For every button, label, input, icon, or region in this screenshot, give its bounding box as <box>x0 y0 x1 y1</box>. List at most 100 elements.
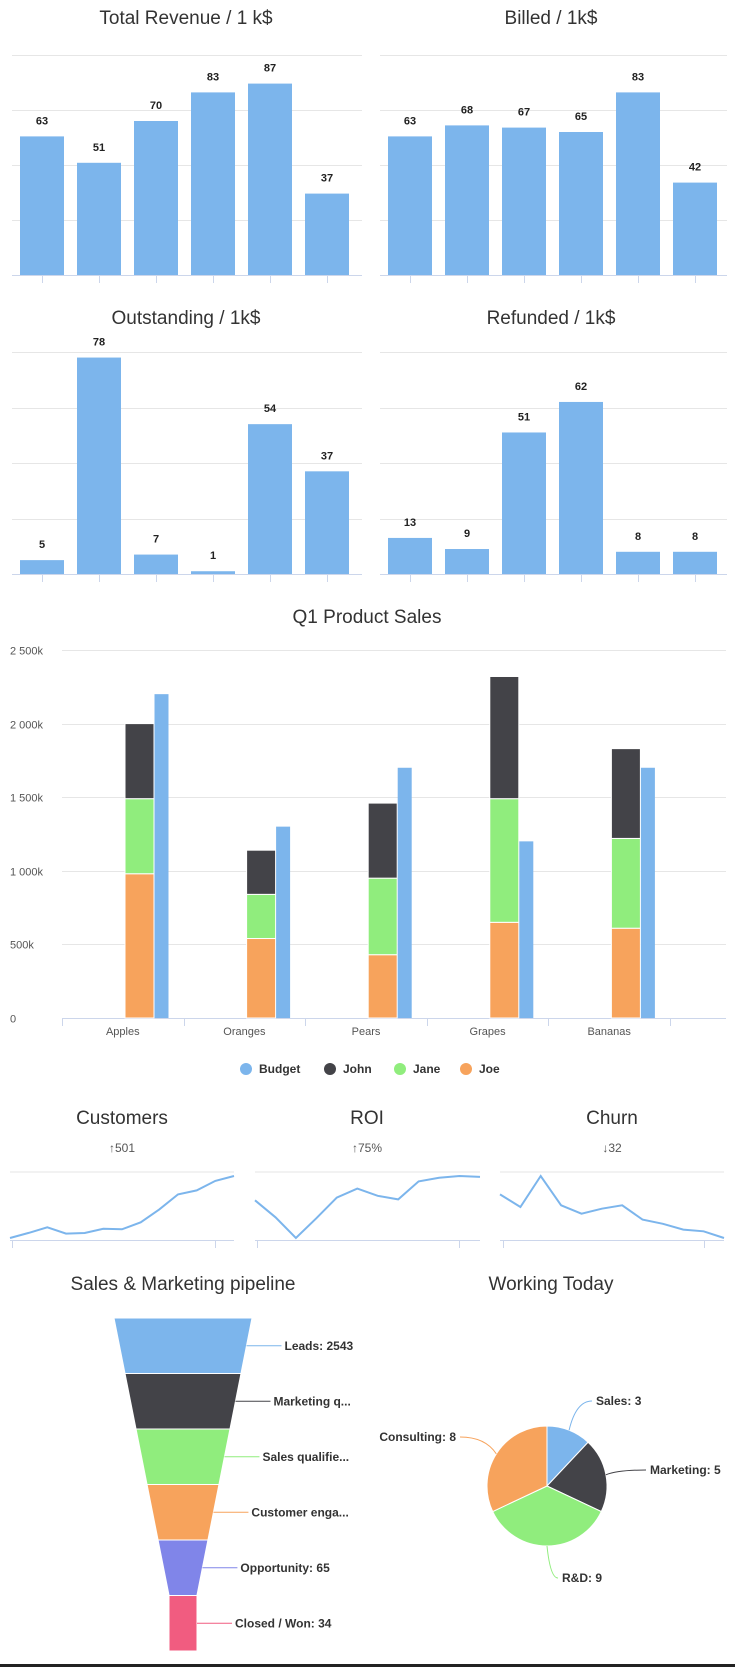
q1-sales-chart: 0 500k 1 000k 1 500k 2 000k 2 500k Apples Orang… <box>10 646 726 1076</box>
total-revenue-bar <box>77 162 121 275</box>
legend-label-john: John <box>343 1062 372 1076</box>
q1-bar-budget <box>519 841 534 1018</box>
churn-chart <box>499 1171 725 1248</box>
q1-y-tick-label: 2 000k <box>10 720 44 732</box>
billed-bar <box>559 132 603 275</box>
legend-label-jane: Jane <box>413 1062 441 1076</box>
outstanding-data-label: 5 <box>39 539 45 551</box>
total-revenue-data-label: 70 <box>150 100 162 112</box>
q1-bar-joe <box>246 938 277 1019</box>
total-revenue-data-label: 63 <box>36 115 48 127</box>
refunded-data-label: 51 <box>518 411 530 423</box>
working-today-title: Working Today <box>489 1274 614 1295</box>
bottom-border <box>0 1664 735 1667</box>
outstanding-bar <box>20 560 64 574</box>
refunded-data-label: 62 <box>575 381 587 393</box>
refunded-bar <box>445 549 489 574</box>
pie-label: R&D: 9 <box>562 1571 602 1585</box>
refunded-data-label: 8 <box>692 531 698 543</box>
q1-bar-budget <box>640 767 655 1018</box>
pie-label: Consulting: 8 <box>379 1430 456 1444</box>
total-revenue-bar <box>305 193 349 275</box>
total-revenue-data-label: 83 <box>207 71 219 83</box>
total-revenue-bar <box>134 121 178 275</box>
q1-bar-joe <box>489 921 520 1019</box>
funnel-segment <box>146 1484 220 1541</box>
billed-data-label: 65 <box>575 111 587 123</box>
q1-category-label: Apples <box>106 1026 140 1038</box>
q1-y-tick-label: 500k <box>10 940 34 952</box>
billed-bar <box>388 136 432 275</box>
customers-chart <box>9 1171 235 1248</box>
q1-bar-budget <box>397 767 412 1018</box>
legend-marker-jane <box>394 1063 406 1075</box>
funnel-segment <box>135 1428 231 1485</box>
roi-line <box>254 1174 481 1240</box>
q1-bar-budget <box>276 826 291 1018</box>
pie-label: Marketing: 5 <box>650 1463 721 1477</box>
refunded-data-label: 9 <box>464 528 470 540</box>
funnel-label: Sales qualifie... <box>262 1450 349 1464</box>
q1-bar-jane <box>124 798 155 875</box>
outstanding-bar <box>77 357 121 574</box>
customers-line <box>9 1175 235 1239</box>
outstanding-title: Outstanding / 1k$ <box>112 308 261 329</box>
billed-data-label: 83 <box>632 71 644 83</box>
total-revenue-bar <box>191 92 235 276</box>
total-revenue-title: Total Revenue / 1 k$ <box>99 8 273 29</box>
funnel-segment <box>157 1539 209 1596</box>
churn-title: Churn <box>586 1108 638 1129</box>
refunded-bar <box>616 551 660 574</box>
billed-data-label: 68 <box>461 104 473 116</box>
roi-chart <box>254 1171 481 1248</box>
refunded-chart: 13 9 51 62 8 8 <box>380 352 727 582</box>
refunded-bar <box>559 401 603 574</box>
legend-label-joe: Joe <box>479 1062 500 1076</box>
q1-bar-john <box>246 849 277 895</box>
pie-connector <box>459 1436 497 1455</box>
q1-y-tick-label: 0 <box>10 1014 16 1026</box>
refunded-title: Refunded / 1k$ <box>487 308 616 329</box>
outstanding-bar <box>305 471 349 574</box>
customers-title: Customers <box>76 1108 168 1129</box>
churn-line <box>499 1174 725 1239</box>
billed-title: Billed / 1k$ <box>505 8 598 29</box>
churn-subtitle: ↓32 <box>602 1141 622 1155</box>
billed-bar <box>616 92 660 276</box>
legend-marker-john <box>324 1063 336 1075</box>
funnel-segment <box>124 1373 242 1430</box>
billed-data-label: 63 <box>404 115 416 127</box>
billed-chart: 63 68 67 65 83 42 <box>380 55 727 283</box>
outstanding-data-label: 78 <box>93 337 105 349</box>
total-revenue-data-label: 87 <box>264 63 276 75</box>
funnel-label: Customer enga... <box>251 1505 348 1519</box>
q1-bar-joe <box>367 954 398 1019</box>
q1-bar-jane <box>246 893 277 940</box>
q1-bar-jane <box>489 798 520 923</box>
outstanding-data-label: 7 <box>153 534 159 546</box>
refunded-bar <box>388 537 432 574</box>
outstanding-bar <box>191 571 235 574</box>
q1-bar-joe <box>610 927 641 1019</box>
outstanding-bar <box>248 424 292 574</box>
outstanding-bar <box>134 554 178 574</box>
q1-bar-jane <box>367 877 398 956</box>
roi-title: ROI <box>350 1108 384 1129</box>
q1-y-tick-label: 2 500k <box>10 646 44 658</box>
working-today-pie: Sales: 3 Marketing: 5 R&D: 9 Consulting: 8 <box>379 1394 721 1585</box>
q1-bar-joe <box>124 873 155 1019</box>
pie-connector <box>605 1469 647 1476</box>
total-revenue-data-label: 37 <box>321 173 333 185</box>
outstanding-data-label: 1 <box>210 550 216 562</box>
total-revenue-bar <box>20 136 64 275</box>
outstanding-data-label: 37 <box>321 450 333 462</box>
pie-slice <box>486 1425 548 1513</box>
billed-bar <box>673 182 717 275</box>
funnel-segment <box>168 1595 198 1652</box>
refunded-data-label: 8 <box>635 531 641 543</box>
pie-label: Sales: 3 <box>596 1394 642 1408</box>
q1-bar-john <box>124 723 155 800</box>
